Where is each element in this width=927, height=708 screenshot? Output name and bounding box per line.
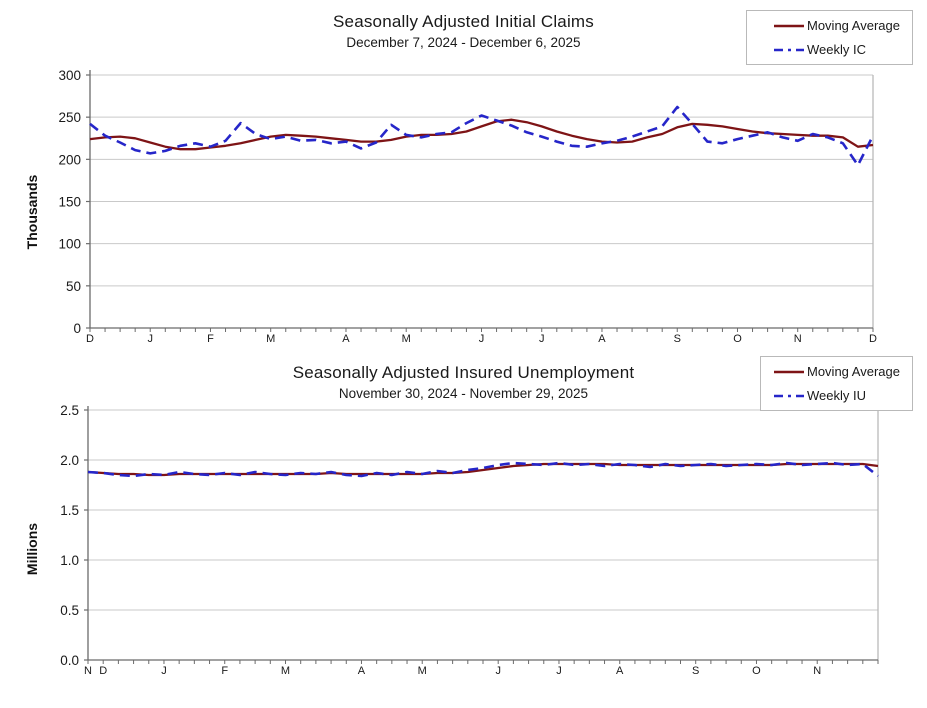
x-month-label: O [733, 333, 742, 345]
x-month-label: S [674, 333, 681, 345]
insured-unemployment-chart: Seasonally Adjusted Insured Unemployment… [0, 354, 927, 708]
y-tick-label: 100 [58, 237, 81, 252]
legend-row-weekly-iu: Weekly IU [773, 388, 900, 403]
y-tick-label: 150 [58, 195, 81, 210]
legend: Moving Average Weekly IU [760, 356, 913, 411]
x-month-label: N [84, 665, 92, 677]
y-tick-label: 250 [58, 110, 81, 125]
chart-subtitle: December 7, 2024 - December 6, 2025 [346, 35, 581, 50]
legend-label: Weekly IC [807, 42, 866, 57]
x-month-label: J [161, 665, 167, 677]
x-month-label: A [598, 333, 606, 345]
x-month-label: N [794, 333, 802, 345]
x-month-label: J [556, 665, 562, 677]
y-tick-label: 300 [58, 68, 81, 83]
legend-row-weekly-ic: Weekly IC [773, 42, 900, 57]
x-month-label: J [479, 333, 485, 345]
x-month-label: N [813, 665, 821, 677]
x-month-label: J [495, 665, 501, 677]
moving-average-line-swatch-icon [774, 370, 804, 373]
x-month-label: M [281, 665, 290, 677]
y-tick-label: 0.0 [60, 653, 79, 668]
insured-unemployment-plot: 0.00.51.01.52.02.5N D J F M A M J J A S O N [60, 403, 879, 677]
initial-claims-chart: Seasonally Adjusted Initial Claims Decem… [24, 10, 913, 345]
y-tick-label: 2.0 [60, 453, 79, 468]
moving-average-line-swatch-icon [774, 24, 804, 27]
series-line-weekly-iu [87, 461, 879, 478]
legend-label: Moving Average [807, 364, 900, 379]
chart-title: Seasonally Adjusted Insured Unemployment [292, 363, 635, 382]
weekly-dashed-line-swatch-icon [774, 48, 804, 51]
x-month-label: F [207, 333, 214, 345]
y-tick-label: 200 [58, 152, 81, 167]
y-tick-label: 0.5 [60, 603, 79, 618]
series-line-weekly-ic [89, 105, 875, 167]
y-tick-label: 50 [66, 279, 81, 294]
chart-title: Seasonally Adjusted Initial Claims [333, 12, 594, 31]
legend: Moving Average Weekly IC [746, 10, 913, 65]
x-month-label: D [86, 333, 94, 345]
series-line-moving-average [89, 118, 874, 151]
legend-row-moving-average: Moving Average [773, 18, 900, 33]
x-month-label: M [402, 333, 411, 345]
x-month-label: J [147, 333, 153, 345]
x-month-label: D [869, 333, 877, 345]
x-month-label: F [221, 665, 228, 677]
x-month-label: O [752, 665, 761, 677]
y-tick-label: 2.5 [60, 403, 79, 418]
y-tick-label: 1.0 [60, 553, 79, 568]
legend-label: Weekly IU [807, 388, 866, 403]
x-month-label: A [616, 665, 624, 677]
legend-row-moving-average: Moving Average [773, 364, 900, 379]
legend-label: Moving Average [807, 18, 900, 33]
x-month-label: J [539, 333, 545, 345]
x-month-label: A [358, 665, 366, 677]
initial-claims-plot: 0 50 100 150 200 250 300 D J F M A M J J A S O N D [58, 68, 877, 345]
series-line-moving-average [87, 462, 879, 477]
y-tick-label: 0 [73, 321, 81, 336]
x-month-label: S [692, 665, 699, 677]
x-month-label: A [342, 333, 350, 345]
x-month-label: M [418, 665, 427, 677]
y-tick-label: 1.5 [60, 503, 79, 518]
x-month-label: M [266, 333, 275, 345]
weekly-dashed-line-swatch-icon [774, 394, 804, 397]
chart-subtitle: November 30, 2024 - November 29, 2025 [338, 386, 589, 401]
x-month-label: D [99, 665, 107, 677]
